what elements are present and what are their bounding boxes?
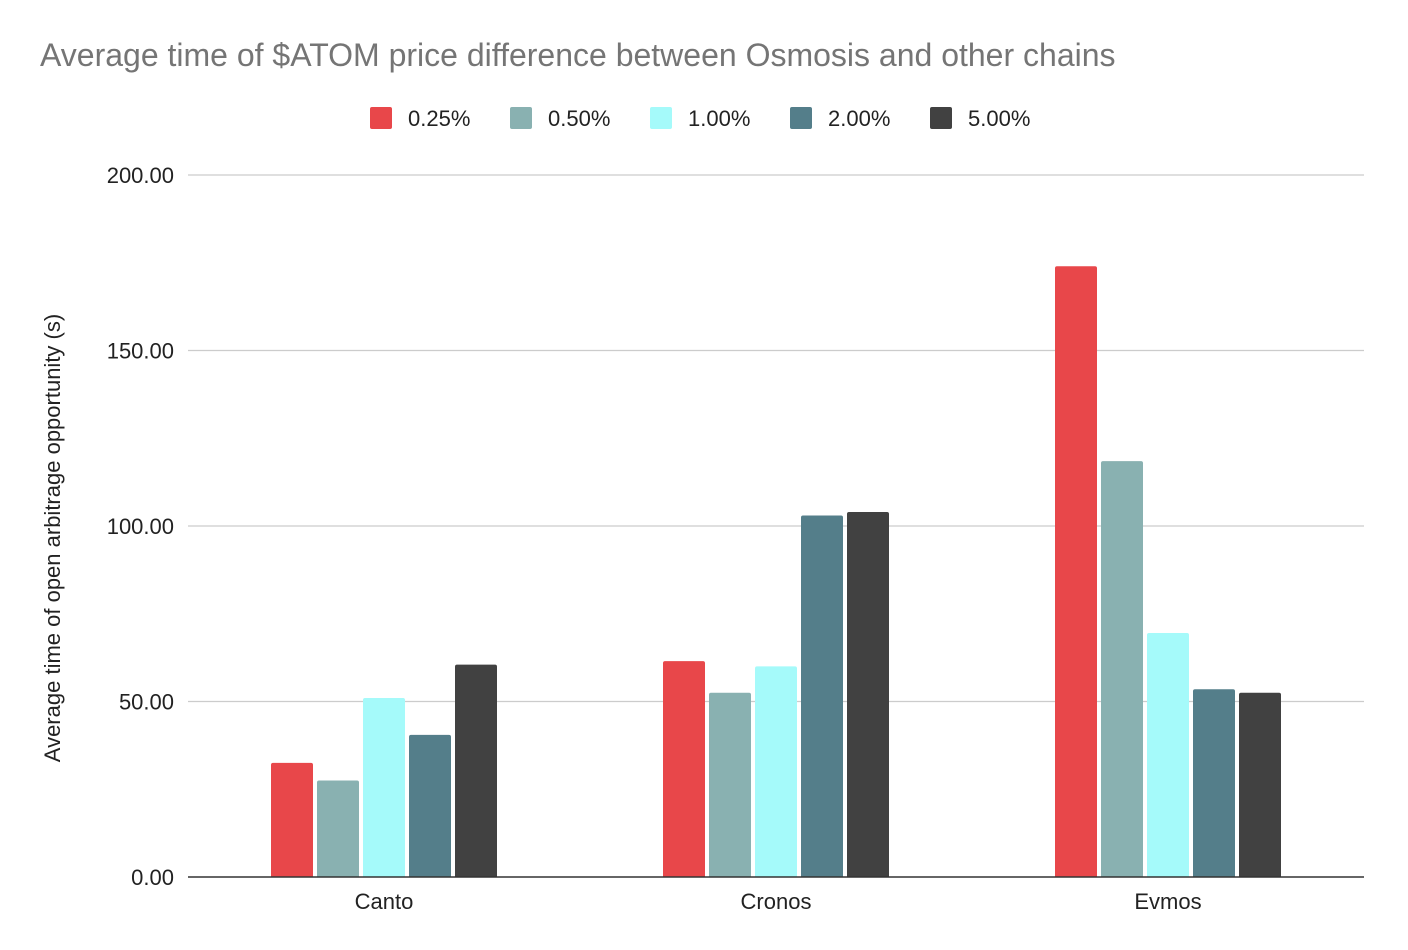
y-tick-label: 100.00 <box>107 514 174 539</box>
y-tick-label: 50.00 <box>119 690 174 715</box>
gridlines <box>188 174 1364 703</box>
legend: 0.25% 0.50% 1.00% 2.00% 5.00% <box>370 106 1030 131</box>
x-tick-label-cronos: Cronos <box>741 889 812 914</box>
legend-label: 1.00% <box>688 106 750 131</box>
bar-canto-050 <box>317 780 359 877</box>
bar-evmos-050 <box>1101 461 1143 877</box>
y-axis-label: Average time of open arbitrage opportuni… <box>40 314 65 762</box>
y-tick-label: 200.00 <box>107 163 174 188</box>
bar-cronos-050 <box>709 692 751 877</box>
bar-canto-025 <box>271 762 313 877</box>
legend-label: 0.50% <box>548 106 610 131</box>
legend-swatch <box>650 107 672 129</box>
bar-evmos-025 <box>1055 266 1097 877</box>
bar-canto-100 <box>363 697 405 877</box>
x-tick-label-canto: Canto <box>355 889 414 914</box>
chart-title: Average time of $ATOM price difference b… <box>40 37 1116 73</box>
legend-swatch <box>510 107 532 129</box>
legend-swatch <box>370 107 392 129</box>
legend-item-100: 1.00% <box>650 106 750 131</box>
bar-cronos-200 <box>801 515 843 877</box>
y-tick-label: 150.00 <box>107 339 174 364</box>
bar-canto-500 <box>455 664 497 877</box>
bar-cronos-500 <box>847 511 889 877</box>
legend-item-500: 5.00% <box>930 106 1030 131</box>
legend-item-050: 0.50% <box>510 106 610 131</box>
bar-cronos-100 <box>755 666 797 877</box>
x-tick-label-evmos: Evmos <box>1134 889 1201 914</box>
bar-cronos-025 <box>663 661 705 877</box>
bar-evmos-100 <box>1147 633 1189 877</box>
legend-item-025: 0.25% <box>370 106 470 131</box>
x-axis-ticks: Canto Cronos Evmos <box>355 889 1202 914</box>
bar-evmos-200 <box>1193 689 1235 877</box>
bars <box>271 266 1281 877</box>
legend-swatch <box>930 107 952 129</box>
bar-canto-200 <box>409 734 451 877</box>
legend-label: 5.00% <box>968 106 1030 131</box>
bar-evmos-500 <box>1239 692 1281 877</box>
legend-item-200: 2.00% <box>790 106 890 131</box>
legend-swatch <box>790 107 812 129</box>
y-tick-label: 0.00 <box>131 865 174 890</box>
legend-label: 2.00% <box>828 106 890 131</box>
legend-label: 0.25% <box>408 106 470 131</box>
y-axis-ticks: 0.00 50.00 100.00 150.00 200.00 <box>107 163 174 890</box>
